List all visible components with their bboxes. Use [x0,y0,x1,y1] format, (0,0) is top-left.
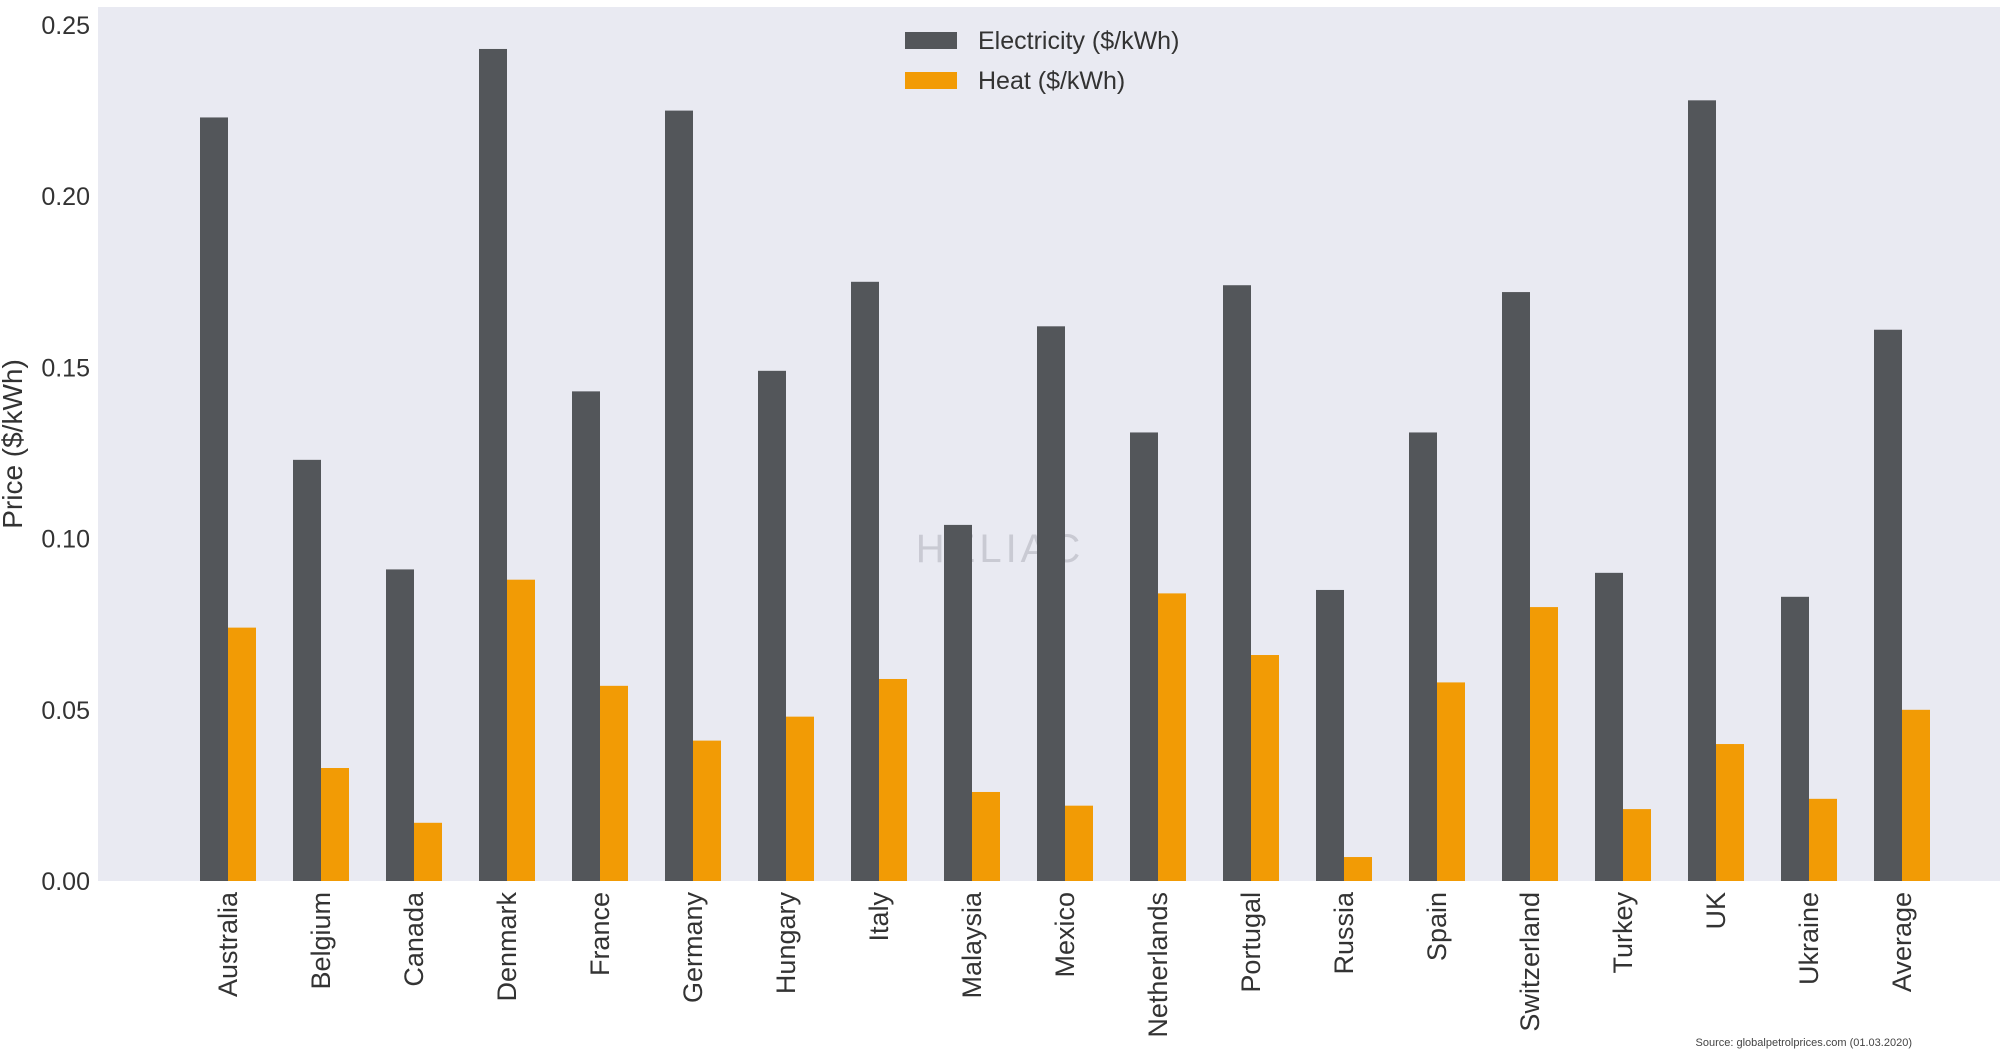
heat-bar-turkey [1623,809,1651,881]
x-tick-label-netherlands: Netherlands [1143,892,1173,1038]
electricity-bar-belgium [293,459,321,881]
legend: Electricity ($/kWh) Heat ($/kWh) [905,27,1179,95]
heat-bar-spain [1437,682,1465,881]
x-tick-label-portugal: Portugal [1236,892,1266,993]
electricity-bar-france [572,391,600,881]
electricity-bar-spain [1409,432,1437,881]
electricity-bar-switzerland [1502,292,1530,881]
y-tick-label: 0.15 [41,354,90,382]
y-tick-label: 0.00 [41,868,90,896]
heat-bar-ukraine [1809,798,1837,881]
electricity-bar-russia [1316,589,1344,881]
x-tick-label-hungary: Hungary [771,892,801,995]
electricity-bar-portugal [1223,285,1251,881]
x-tick-label-turkey: Turkey [1608,892,1638,974]
electricity-bar-malaysia [944,524,972,881]
heat-bar-france [600,685,628,881]
x-tick-label-mexico: Mexico [1050,892,1080,978]
x-tick-label-australia: Australia [213,891,243,997]
y-axis-label: Price ($/kWh) [0,359,28,529]
x-tick-label-malaysia: Malaysia [957,891,987,999]
x-tick-label-average: Average [1887,892,1917,992]
legend-label-heat: Heat ($/kWh) [978,67,1125,95]
legend-swatch-heat [905,72,957,89]
heat-bar-germany [693,740,721,881]
electricity-bar-netherlands [1130,432,1158,881]
x-tick-label-italy: Italy [864,892,894,942]
y-tick-label: 0.05 [41,697,90,725]
x-tick-label-switzerland: Switzerland [1515,892,1545,1032]
heat-bar-switzerland [1530,607,1558,881]
electricity-bar-hungary [758,370,786,881]
heat-bar-portugal [1251,655,1279,881]
heat-bar-hungary [786,716,814,881]
electricity-bar-ukraine [1781,596,1809,881]
electricity-bar-turkey [1595,572,1623,881]
x-tick-label-belgium: Belgium [306,892,336,990]
x-axis: Australia Belgium Canada Denmark France Germa… [213,891,1917,1038]
heat-bar-netherlands [1158,593,1186,881]
electricity-bar-canada [386,569,414,881]
electricity-bar-uk [1688,100,1716,881]
heat-bar-australia [228,627,256,881]
heat-bar-canada [414,822,442,881]
electricity-bar-mexico [1037,326,1065,881]
y-tick-label: 0.25 [41,12,90,40]
bars-layer [200,48,1930,882]
electricity-bar-average [1874,329,1902,882]
heat-bar-uk [1716,744,1744,881]
heat-bar-belgium [321,768,349,881]
x-tick-label-uk: UK [1701,892,1731,930]
heat-bar-average [1902,709,1930,881]
legend-label-electricity: Electricity ($/kWh) [978,27,1179,55]
heat-bar-mexico [1065,805,1093,881]
electricity-bar-italy [851,281,879,881]
y-tick-label: 0.10 [41,526,90,554]
x-tick-label-france: France [585,892,615,976]
y-tick-label: 0.20 [41,183,90,211]
heat-bar-malaysia [972,791,1000,881]
legend-swatch-electricity [905,32,957,49]
heat-bar-italy [879,678,907,881]
y-axis: 0.00 0.05 0.10 0.15 0.20 0.25 [41,12,90,896]
electricity-bar-denmark [479,48,507,881]
x-tick-label-denmark: Denmark [492,892,522,1002]
source-note: Source: globalpetrolprices.com (01.03.20… [1696,1037,1912,1049]
x-tick-label-germany: Germany [678,892,708,1004]
heat-bar-russia [1344,857,1372,881]
x-tick-label-spain: Spain [1422,892,1452,961]
x-tick-label-canada: Canada [399,891,429,987]
x-tick-label-russia: Russia [1329,891,1359,975]
heat-bar-denmark [507,579,535,881]
x-tick-label-ukraine: Ukraine [1794,892,1824,985]
electricity-bar-germany [665,110,693,882]
electricity-bar-australia [200,117,228,881]
